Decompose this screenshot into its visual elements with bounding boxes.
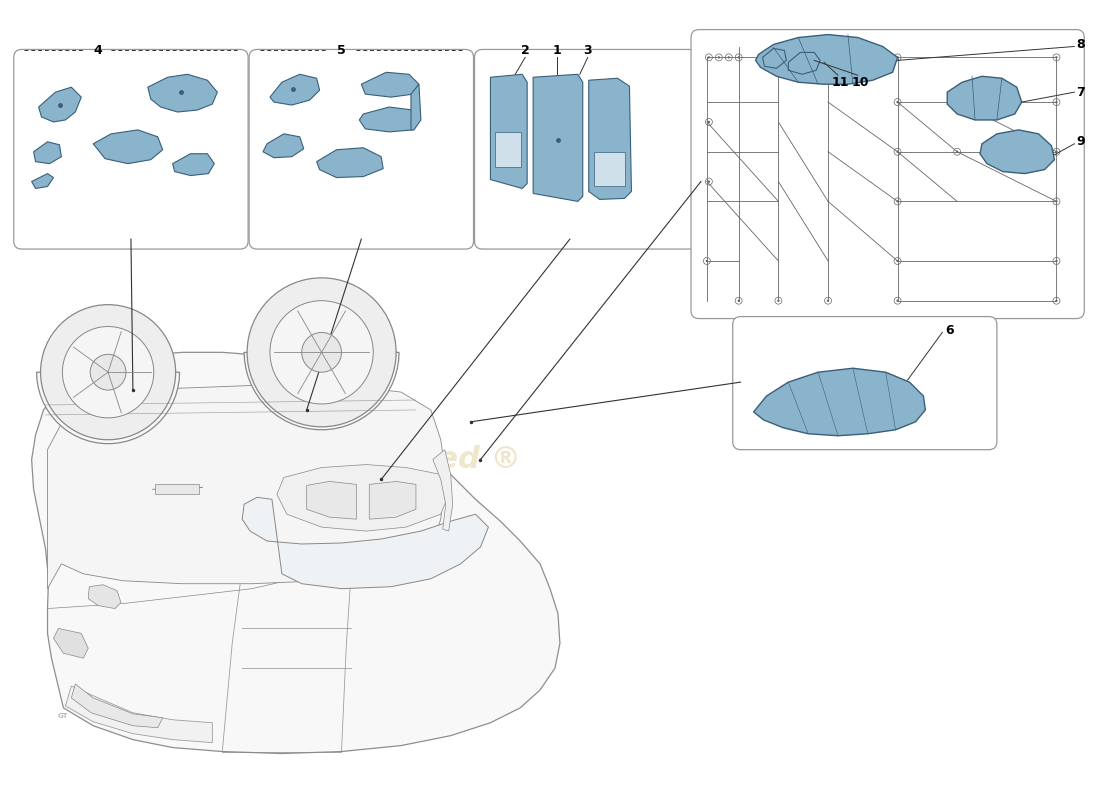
Circle shape (896, 150, 899, 153)
Circle shape (706, 260, 708, 262)
Polygon shape (147, 74, 218, 112)
Polygon shape (789, 53, 821, 74)
Circle shape (1055, 150, 1057, 153)
Text: 3: 3 (583, 44, 592, 57)
Polygon shape (980, 130, 1055, 174)
Polygon shape (32, 352, 560, 754)
Polygon shape (34, 142, 62, 164)
Polygon shape (54, 629, 88, 658)
Polygon shape (756, 34, 898, 84)
Polygon shape (534, 74, 583, 202)
Text: 11: 11 (832, 76, 849, 89)
Polygon shape (65, 686, 212, 742)
Circle shape (90, 354, 126, 390)
Text: 9: 9 (1076, 135, 1085, 148)
Circle shape (827, 299, 829, 302)
Polygon shape (32, 174, 54, 189)
Polygon shape (495, 132, 521, 166)
Polygon shape (270, 74, 320, 105)
Polygon shape (594, 152, 626, 186)
Polygon shape (432, 450, 453, 531)
Circle shape (1055, 56, 1057, 58)
Polygon shape (307, 482, 356, 519)
Polygon shape (72, 684, 163, 728)
Polygon shape (588, 78, 631, 199)
Bar (155, 485, 199, 494)
Circle shape (956, 150, 958, 153)
Circle shape (301, 333, 341, 372)
Polygon shape (39, 87, 81, 122)
Text: 7: 7 (1076, 86, 1085, 98)
FancyBboxPatch shape (14, 50, 249, 249)
Circle shape (707, 121, 711, 123)
Circle shape (956, 101, 958, 103)
Circle shape (778, 299, 780, 302)
Circle shape (737, 56, 740, 58)
Circle shape (248, 278, 396, 427)
Polygon shape (94, 130, 163, 164)
Polygon shape (242, 498, 488, 589)
Text: GT: GT (58, 713, 68, 718)
Circle shape (1055, 200, 1057, 202)
Circle shape (707, 180, 711, 182)
Circle shape (727, 56, 730, 58)
Text: 5: 5 (337, 44, 345, 57)
Circle shape (41, 305, 176, 440)
Text: a passion for speed ®: a passion for speed ® (143, 445, 520, 474)
Circle shape (270, 301, 373, 404)
Polygon shape (277, 465, 449, 531)
Polygon shape (411, 84, 421, 130)
Circle shape (896, 200, 899, 202)
Polygon shape (263, 134, 304, 158)
Circle shape (1055, 101, 1057, 103)
Circle shape (896, 260, 899, 262)
Text: 4: 4 (94, 44, 102, 57)
Circle shape (896, 56, 899, 58)
Circle shape (896, 299, 899, 302)
Circle shape (1055, 260, 1057, 262)
Polygon shape (370, 482, 416, 519)
Text: 8: 8 (1076, 38, 1085, 51)
Polygon shape (173, 154, 214, 175)
Polygon shape (47, 385, 446, 589)
Circle shape (896, 101, 899, 103)
Polygon shape (947, 76, 1022, 120)
Circle shape (1055, 299, 1057, 302)
Polygon shape (244, 352, 399, 430)
Polygon shape (317, 148, 383, 178)
Polygon shape (754, 368, 925, 436)
Text: 2: 2 (520, 44, 529, 57)
Circle shape (737, 299, 740, 302)
FancyBboxPatch shape (691, 30, 1085, 318)
Text: 1: 1 (552, 44, 561, 57)
FancyBboxPatch shape (249, 50, 473, 249)
FancyBboxPatch shape (474, 50, 708, 249)
Text: 10: 10 (851, 76, 869, 89)
Polygon shape (36, 372, 179, 443)
Polygon shape (360, 107, 419, 132)
Circle shape (717, 56, 720, 58)
Text: 6: 6 (945, 324, 954, 337)
Polygon shape (361, 72, 419, 97)
Polygon shape (762, 49, 786, 68)
Polygon shape (491, 74, 527, 189)
FancyBboxPatch shape (733, 317, 997, 450)
Circle shape (707, 56, 711, 58)
Circle shape (63, 326, 154, 418)
Polygon shape (88, 585, 121, 609)
